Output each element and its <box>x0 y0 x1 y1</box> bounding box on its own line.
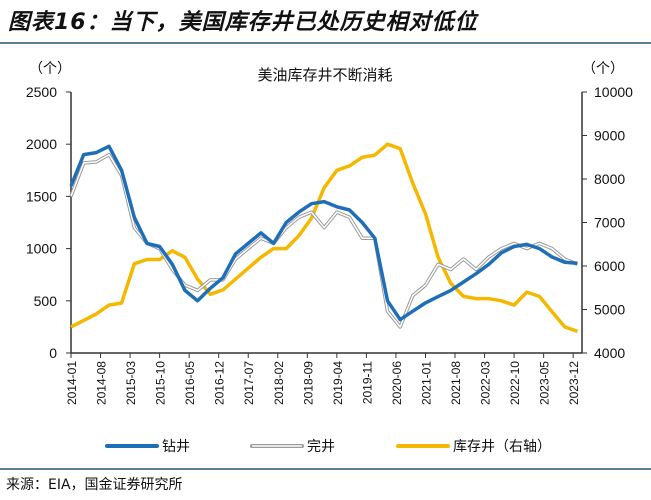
x-tick-label: 2014-01 <box>65 361 79 405</box>
right-tick-label: 9000 <box>594 128 625 144</box>
source-note: 来源：EIA，国金证券研究所 <box>6 477 183 493</box>
left-tick-label: 500 <box>34 293 58 309</box>
right-tick-label: 7000 <box>594 215 625 231</box>
x-tick-label: 2018-09 <box>301 361 315 405</box>
x-tick-label: 2020-06 <box>390 361 404 405</box>
x-tick-label: 2022-10 <box>508 361 522 405</box>
bottom-divider <box>0 468 651 470</box>
figure-title: 图表16：当下，美国库存井已处历史相对低位 <box>8 10 478 35</box>
x-tick-label: 2016-12 <box>213 361 227 405</box>
x-tick-label: 2017-07 <box>242 361 256 405</box>
right-tick-label: 4000 <box>594 345 625 361</box>
left-axis-unit: （个） <box>29 60 71 76</box>
x-tick-label: 2019-11 <box>360 361 374 404</box>
top-divider <box>0 42 651 44</box>
x-tick-label: 2018-02 <box>272 361 286 405</box>
left-tick-label: 0 <box>49 345 57 361</box>
x-tick-label: 2014-08 <box>95 361 109 405</box>
left-tick-label: 2000 <box>26 136 57 152</box>
right-tick-label: 5000 <box>594 302 625 318</box>
x-tick-label: 2021-01 <box>419 361 433 405</box>
left-tick-label: 1500 <box>26 188 57 204</box>
right-tick-label: 8000 <box>594 171 625 187</box>
x-tick-label: 2023-12 <box>567 361 581 405</box>
x-tick-label: 2015-03 <box>124 361 138 405</box>
left-tick-label: 2500 <box>26 84 57 100</box>
x-tick-label: 2019-04 <box>331 361 345 405</box>
x-tick-label: 2023-05 <box>538 361 552 405</box>
x-tick-label: 2022-03 <box>479 361 493 405</box>
legend: 钻井 完井 库存井（右轴） <box>105 438 551 454</box>
left-tick-label: 1000 <box>26 241 57 257</box>
legend-label: 完井 <box>307 438 335 454</box>
right-axis-unit: （个） <box>582 60 624 76</box>
x-tick-label: 2015-10 <box>154 361 168 405</box>
series-line-drilled <box>69 144 578 322</box>
x-tick-label: 2021-08 <box>449 361 463 405</box>
series-line-duc <box>70 142 578 333</box>
right-tick-label: 6000 <box>594 258 625 274</box>
chart-title: 美油库存井不断消耗 <box>257 67 392 84</box>
right-tick-label: 10000 <box>594 84 633 100</box>
legend-label: 库存井（右轴） <box>453 438 551 454</box>
legend-label: 钻井 <box>162 438 190 454</box>
x-tick-label: 2016-05 <box>183 361 197 405</box>
